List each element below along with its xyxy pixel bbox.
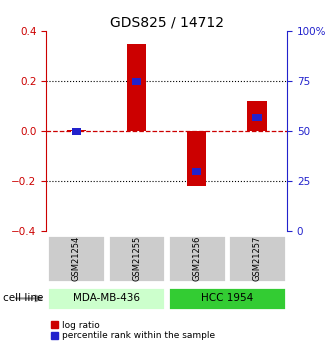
FancyBboxPatch shape <box>168 287 286 309</box>
Text: HCC 1954: HCC 1954 <box>201 294 253 303</box>
Bar <box>248 101 267 131</box>
Text: MDA-MB-436: MDA-MB-436 <box>73 294 140 303</box>
FancyBboxPatch shape <box>48 235 105 283</box>
Bar <box>72 128 81 135</box>
FancyBboxPatch shape <box>48 287 165 309</box>
FancyBboxPatch shape <box>228 235 286 283</box>
Legend: log ratio, percentile rank within the sample: log ratio, percentile rank within the sa… <box>51 321 215 341</box>
Bar <box>252 114 261 121</box>
Bar <box>132 78 141 85</box>
Title: GDS825 / 14712: GDS825 / 14712 <box>110 16 224 30</box>
FancyBboxPatch shape <box>108 235 165 283</box>
Text: GSM21254: GSM21254 <box>72 236 81 282</box>
Text: GSM21255: GSM21255 <box>132 236 141 282</box>
FancyBboxPatch shape <box>168 235 226 283</box>
Bar <box>192 168 201 175</box>
Text: GSM21256: GSM21256 <box>192 236 201 282</box>
Bar <box>127 43 146 131</box>
Bar <box>67 130 86 131</box>
Text: GSM21257: GSM21257 <box>252 236 261 282</box>
Bar <box>187 131 206 186</box>
Text: cell line: cell line <box>3 294 44 303</box>
